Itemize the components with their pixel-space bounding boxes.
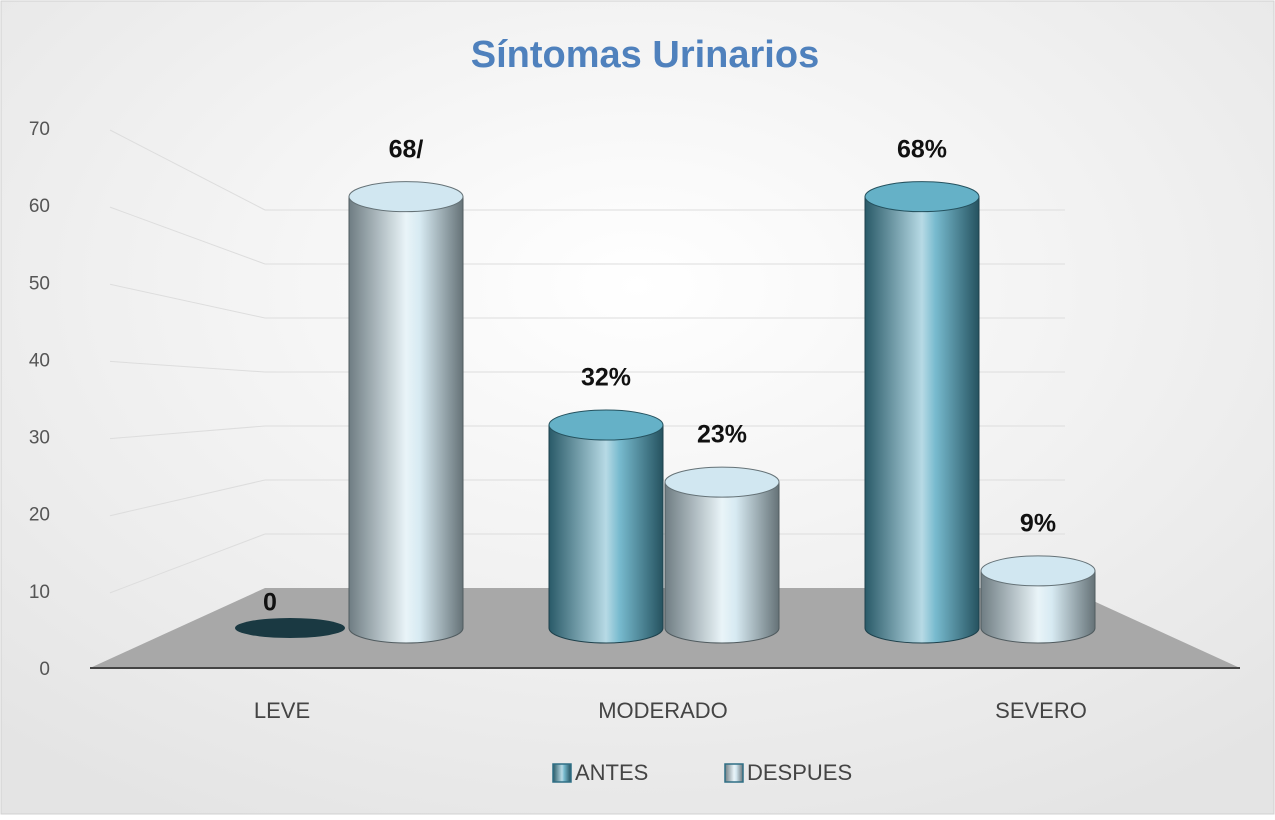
cylinder-bar	[864, 181, 980, 644]
cylinder-top	[548, 409, 664, 441]
legend-swatch	[552, 763, 572, 783]
y-tick-label: 10	[29, 582, 50, 603]
grid-line	[109, 479, 266, 517]
cylinder-top	[980, 555, 1096, 587]
data-label: 23%	[697, 421, 747, 449]
data-label: 68/	[389, 135, 424, 163]
cylinder-bar	[235, 618, 345, 638]
chart-title: Síntomas Urinarios	[471, 34, 819, 76]
cylinder-body	[864, 196, 980, 644]
y-tick-label: 50	[29, 273, 50, 294]
cylinder-body	[664, 481, 780, 644]
cylinder-top	[348, 181, 464, 213]
x-tick-label: LEVE	[254, 698, 310, 723]
data-label: 32%	[581, 364, 631, 392]
y-tick-label: 70	[29, 119, 50, 140]
grid-line	[109, 283, 266, 319]
y-tick-label: 20	[29, 505, 50, 526]
y-tick-label: 40	[29, 350, 50, 371]
cylinder-bar	[348, 181, 464, 644]
grid-line	[109, 206, 266, 265]
cylinder-top	[664, 466, 780, 498]
grid-line	[109, 129, 266, 211]
x-tick-label: MODERADO	[598, 698, 728, 723]
cylinder-bar	[548, 409, 664, 644]
data-label: 0	[263, 589, 277, 617]
cylinder-top	[235, 618, 345, 638]
grid-line	[109, 360, 266, 373]
data-label: 68%	[897, 135, 947, 163]
data-label: 9%	[1020, 510, 1056, 538]
cylinder-body	[348, 196, 464, 644]
cylinder-bar	[980, 555, 1096, 644]
legend-label: DESPUES	[747, 760, 852, 785]
y-tick-label: 60	[29, 196, 50, 217]
grid-line	[109, 425, 266, 440]
cylinder-body	[548, 424, 664, 644]
x-tick-label: SEVERO	[995, 698, 1087, 723]
y-tick-label: 0	[39, 659, 50, 680]
legend-label: ANTES	[575, 760, 648, 785]
legend-swatch	[724, 763, 744, 783]
cylinder-bar	[664, 466, 780, 644]
cylinder-body	[980, 570, 1096, 644]
y-tick-label: 30	[29, 428, 50, 449]
grid-line	[109, 533, 266, 594]
cylinder-top	[864, 181, 980, 213]
